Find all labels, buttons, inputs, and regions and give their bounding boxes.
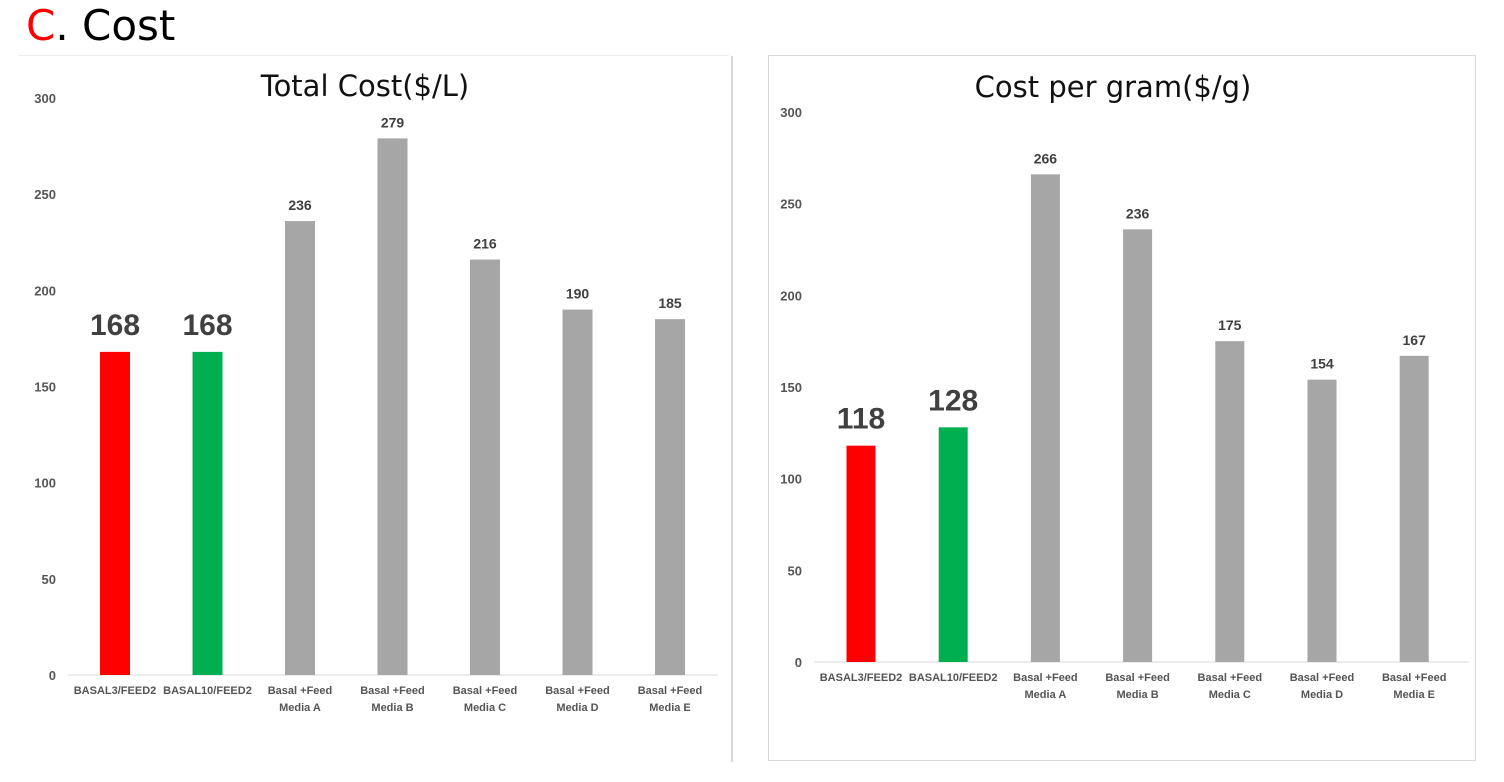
bar xyxy=(377,138,408,675)
category-label: Basal +Feed xyxy=(1382,672,1447,684)
data-label: 154 xyxy=(1310,356,1334,372)
y-tick-label: 0 xyxy=(49,668,56,683)
data-label: 216 xyxy=(473,236,497,252)
panel-divider xyxy=(731,56,733,762)
category-label: Media A xyxy=(279,702,321,714)
data-label: 266 xyxy=(1034,150,1058,166)
category-label: Basal +Feed xyxy=(360,685,425,697)
bar xyxy=(470,259,500,675)
section-heading: C. Cost xyxy=(26,2,175,50)
category-label: Media B xyxy=(1117,689,1159,701)
category-label: Basal +Feed xyxy=(1290,672,1355,684)
category-label: Basal +Feed xyxy=(1198,672,1263,684)
category-label: Media E xyxy=(649,702,691,714)
bar xyxy=(1307,379,1337,662)
bar xyxy=(1030,174,1060,662)
section-letter: C xyxy=(26,1,56,50)
y-tick-label: 50 xyxy=(788,563,802,578)
section-title: . Cost xyxy=(55,1,176,50)
total-cost-chart: Total Cost($/L) 0 50 100 150 200 250 300 168 BASA… xyxy=(34,69,718,714)
chart-title: Total Cost($/L) xyxy=(260,69,469,103)
y-tick-label: 100 xyxy=(780,472,802,487)
category-label: Basal +Feed xyxy=(268,685,333,697)
y-tick-label: 0 xyxy=(795,655,802,670)
y-tick-label: 300 xyxy=(34,91,56,106)
data-label: 168 xyxy=(90,309,140,342)
category-label: BASAL10/FEED2 xyxy=(909,672,998,684)
cost-per-gram-chart: Cost per gram($/g) 0 50 100 150 200 250 300 118 B… xyxy=(780,70,1469,701)
category-label: Basal +Feed xyxy=(1105,672,1170,684)
bar xyxy=(100,351,130,675)
y-tick-label: 100 xyxy=(34,476,56,491)
category-label: Basal +Feed xyxy=(638,685,703,697)
y-tick-label: 200 xyxy=(780,288,802,303)
data-label: 175 xyxy=(1218,317,1242,333)
y-tick-label: 150 xyxy=(780,380,802,395)
data-label: 279 xyxy=(381,114,405,130)
category-label: Media E xyxy=(1393,689,1435,701)
cost-per-gram-chart-panel: Cost per gram($/g) 0 50 100 150 200 250 300 118 B… xyxy=(768,55,1476,761)
bar xyxy=(1399,355,1429,662)
data-label: 118 xyxy=(837,403,885,436)
category-label: Media A xyxy=(1025,689,1067,701)
data-label: 190 xyxy=(566,286,590,302)
data-label: 128 xyxy=(928,384,978,417)
bar xyxy=(1123,229,1153,663)
bar xyxy=(655,319,685,675)
data-label: 236 xyxy=(1126,205,1150,221)
bar xyxy=(192,351,223,675)
category-label: Media D xyxy=(556,702,598,714)
bar xyxy=(938,427,968,662)
category-label: Basal +Feed xyxy=(545,685,610,697)
bar xyxy=(1215,341,1245,662)
category-label: Basal +Feed xyxy=(1013,672,1078,684)
category-label: BASAL3/FEED2 xyxy=(820,672,903,684)
data-label: 185 xyxy=(658,295,682,311)
category-label: BASAL3/FEED2 xyxy=(74,685,157,697)
category-label: Media C xyxy=(1209,689,1251,701)
total-cost-chart-panel: Total Cost($/L) 0 50 100 150 200 250 300 168 BASA… xyxy=(18,55,729,763)
y-tick-label: 200 xyxy=(34,283,56,298)
category-label: Media C xyxy=(464,702,506,714)
y-tick-label: 50 xyxy=(42,572,56,587)
bar xyxy=(562,309,593,675)
chart-title: Cost per gram($/g) xyxy=(975,70,1252,104)
data-label: 167 xyxy=(1403,332,1427,348)
category-label: Media B xyxy=(371,702,413,714)
category-label: BASAL10/FEED2 xyxy=(163,685,252,697)
category-label: Basal +Feed xyxy=(453,685,518,697)
y-tick-label: 300 xyxy=(780,105,802,120)
data-label: 168 xyxy=(182,309,232,342)
y-tick-label: 150 xyxy=(34,380,56,395)
category-label: Media D xyxy=(1301,689,1343,701)
bar xyxy=(846,445,876,662)
y-tick-label: 250 xyxy=(34,187,56,202)
bar xyxy=(285,221,315,676)
y-tick-label: 250 xyxy=(780,197,802,212)
data-label: 236 xyxy=(288,197,312,213)
